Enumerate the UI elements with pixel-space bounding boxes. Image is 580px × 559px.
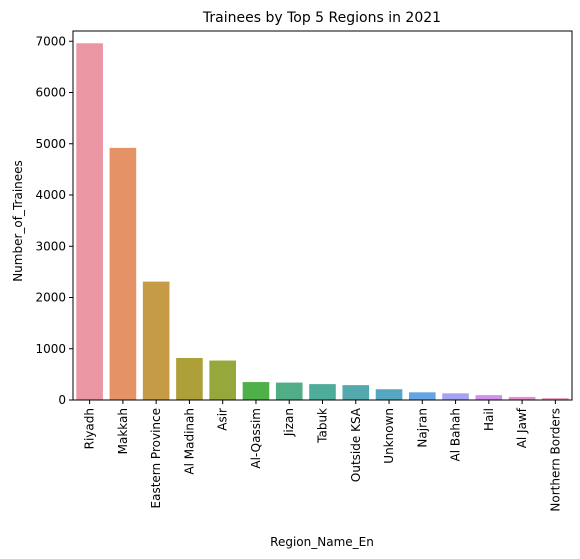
y-axis-label: Number_of_Trainees bbox=[11, 160, 25, 282]
y-tick-label: 4000 bbox=[35, 188, 66, 202]
x-tick-label: Tabuk bbox=[316, 408, 330, 444]
x-tick-label: Eastern Province bbox=[149, 408, 163, 508]
y-tick-label: 3000 bbox=[35, 239, 66, 253]
bar-al-jawf bbox=[508, 396, 536, 400]
x-tick-label: Riyadh bbox=[83, 408, 97, 449]
x-tick-label: Jizan bbox=[282, 408, 296, 437]
bar-al-madinah bbox=[176, 357, 203, 400]
bar-riyadh bbox=[76, 43, 103, 401]
bars bbox=[76, 43, 569, 401]
y-tick-label: 5000 bbox=[35, 137, 66, 151]
y-tick-label: 1000 bbox=[35, 342, 66, 356]
x-axis-label: Region_Name_En bbox=[270, 535, 374, 549]
x-tick-label: Makkah bbox=[116, 408, 130, 454]
bar-jizan bbox=[275, 382, 303, 400]
bar-northern-borders bbox=[542, 398, 569, 400]
x-tick-label: Najran bbox=[415, 408, 429, 448]
x-tick-label: Al Jawf bbox=[515, 407, 529, 448]
x-tick-label: Outside KSA bbox=[349, 407, 363, 482]
bar-tabuk bbox=[309, 384, 336, 400]
y-tick-label: 6000 bbox=[35, 86, 66, 100]
y-tick-label: 2000 bbox=[35, 291, 66, 305]
x-tick-label: Northern Borders bbox=[548, 408, 562, 512]
bar-outside-ksa bbox=[342, 385, 370, 400]
y-tick-label: 7000 bbox=[35, 34, 66, 48]
x-tick-label: Al Bahah bbox=[449, 408, 463, 462]
bar-eastern-province bbox=[142, 281, 170, 400]
plot-frame bbox=[72, 30, 573, 401]
x-axis: Riyadh Makkah Eastern Province Al Madinah As… bbox=[83, 400, 562, 512]
bar-hail bbox=[475, 395, 503, 400]
bar-makkah bbox=[109, 147, 137, 400]
x-tick-label: Asir bbox=[216, 408, 230, 431]
bar-al-qassim bbox=[242, 382, 270, 400]
y-axis: 0 1000 2000 3000 4000 5000 6000 7000 bbox=[35, 34, 73, 407]
x-tick-label: Unknown bbox=[382, 408, 396, 464]
x-tick-label: Al-Qassim bbox=[249, 408, 263, 469]
x-tick-label: Hail bbox=[482, 408, 496, 431]
bar-unknown bbox=[375, 389, 403, 400]
bar-al-bahah bbox=[442, 393, 469, 400]
bar-asir bbox=[209, 360, 237, 400]
y-tick-label: 0 bbox=[58, 393, 66, 407]
chart-title: Trainees by Top 5 Regions in 2021 bbox=[202, 10, 441, 26]
x-tick-label: Al Madinah bbox=[182, 408, 196, 475]
bar-najran bbox=[408, 392, 436, 400]
